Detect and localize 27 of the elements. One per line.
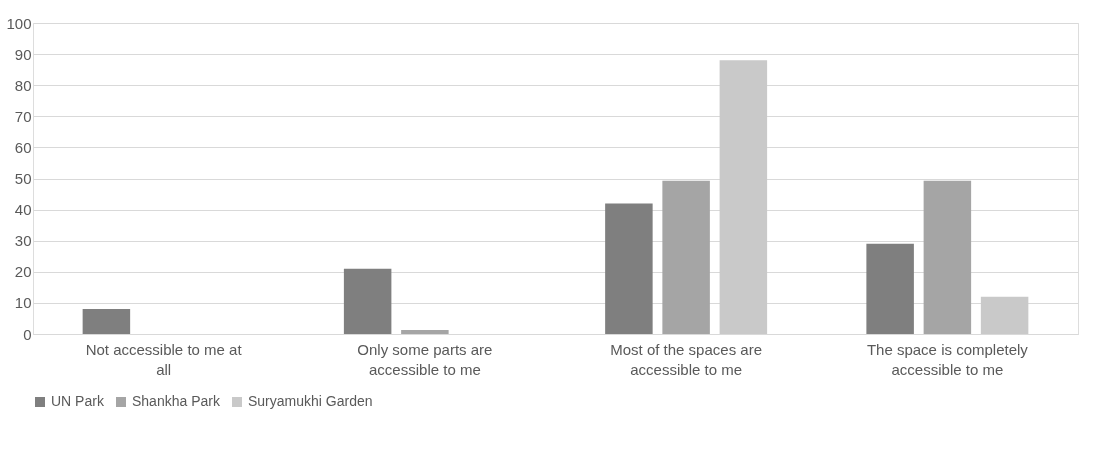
x-tick-label: Not accessible to me at all <box>85 340 243 378</box>
x-tick-label: Only some parts are accessible to me <box>357 340 493 378</box>
bar <box>980 296 1029 334</box>
bar <box>343 268 392 334</box>
y-tick-label: 60 <box>14 138 32 156</box>
y-tick-label: 50 <box>14 170 32 187</box>
bar <box>662 180 710 334</box>
legend-label: Shankha Park <box>132 393 221 409</box>
bar <box>82 309 131 334</box>
legend-label: UN Park <box>51 393 105 409</box>
y-tick-label: 70 <box>14 107 32 125</box>
y-tick-label: 0 <box>23 325 32 343</box>
x-tick-label: Most of the spaces are accessible to me <box>610 340 762 378</box>
y-tick-label: 80 <box>14 76 32 94</box>
x-tick-label: The space is completely accessible to me <box>866 340 1029 378</box>
bar <box>605 203 653 334</box>
y-tick-label: 20 <box>14 263 32 281</box>
y-tick-label: 90 <box>14 45 32 63</box>
y-tick-label: 100 <box>6 14 32 32</box>
bar <box>719 60 768 334</box>
bar <box>401 329 449 334</box>
bar <box>923 180 972 334</box>
legend-label: Suryamukhi Garden <box>248 393 373 409</box>
y-tick-label: 40 <box>14 201 32 219</box>
bar <box>866 243 914 334</box>
y-tick-label: 10 <box>14 294 32 312</box>
y-tick-label: 30 <box>14 232 32 250</box>
